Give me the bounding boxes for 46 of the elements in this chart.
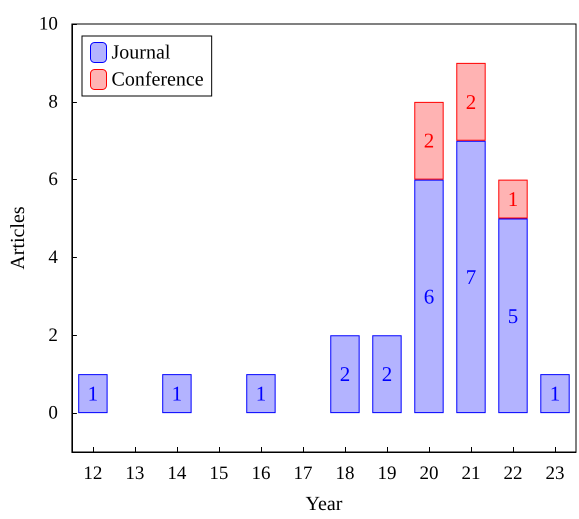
bar	[162, 374, 192, 414]
y-tick-label: 4	[48, 246, 58, 268]
data-label: 6	[424, 284, 434, 308]
data-label: 1	[550, 382, 560, 406]
bar	[540, 374, 570, 414]
bar	[372, 335, 402, 414]
data-label: 2	[382, 362, 392, 386]
y-tick-label: 6	[48, 169, 58, 190]
bar	[498, 218, 528, 414]
x-tick-label: 16	[251, 463, 270, 484]
bar	[330, 335, 360, 414]
x-tick-label: 17	[293, 463, 312, 484]
x-tick-label: 18	[335, 463, 354, 484]
x-tick-label: 19	[377, 463, 396, 484]
legend-label: Conference	[112, 68, 204, 90]
y-tick-label: 10	[38, 14, 58, 34]
x-tick-label: 15	[209, 463, 228, 484]
x-tick-label: 14	[167, 463, 187, 484]
x-tick-label: 12	[83, 463, 102, 484]
x-tick-label: 23	[545, 463, 564, 484]
bar	[456, 140, 486, 414]
bar	[414, 102, 444, 180]
data-label: 1	[172, 382, 182, 406]
y-tick-label: 2	[48, 324, 58, 346]
x-tick-label: 20	[419, 463, 438, 484]
bar	[414, 180, 444, 414]
data-label: 1	[88, 382, 98, 406]
bar	[498, 180, 528, 219]
data-label: 1	[508, 187, 518, 212]
x-axis-title: Year	[306, 493, 343, 515]
x-tick-label: 13	[125, 463, 144, 484]
bar	[456, 62, 486, 141]
data-label: 7	[466, 264, 476, 289]
bar	[78, 374, 108, 414]
y-tick-label: 8	[48, 91, 58, 112]
data-label: 2	[466, 90, 476, 114]
legend-label: Journal	[112, 42, 171, 64]
data-label: 2	[424, 128, 434, 153]
y-tick-label: 0	[48, 402, 58, 424]
x-tick-label: 21	[461, 463, 480, 484]
bar	[246, 374, 276, 414]
x-tick-label: 22	[503, 463, 522, 484]
data-label: 1	[256, 382, 266, 406]
data-label: 5	[508, 304, 518, 328]
data-label: 2	[340, 362, 350, 386]
y-axis-title: Articles	[7, 206, 29, 270]
